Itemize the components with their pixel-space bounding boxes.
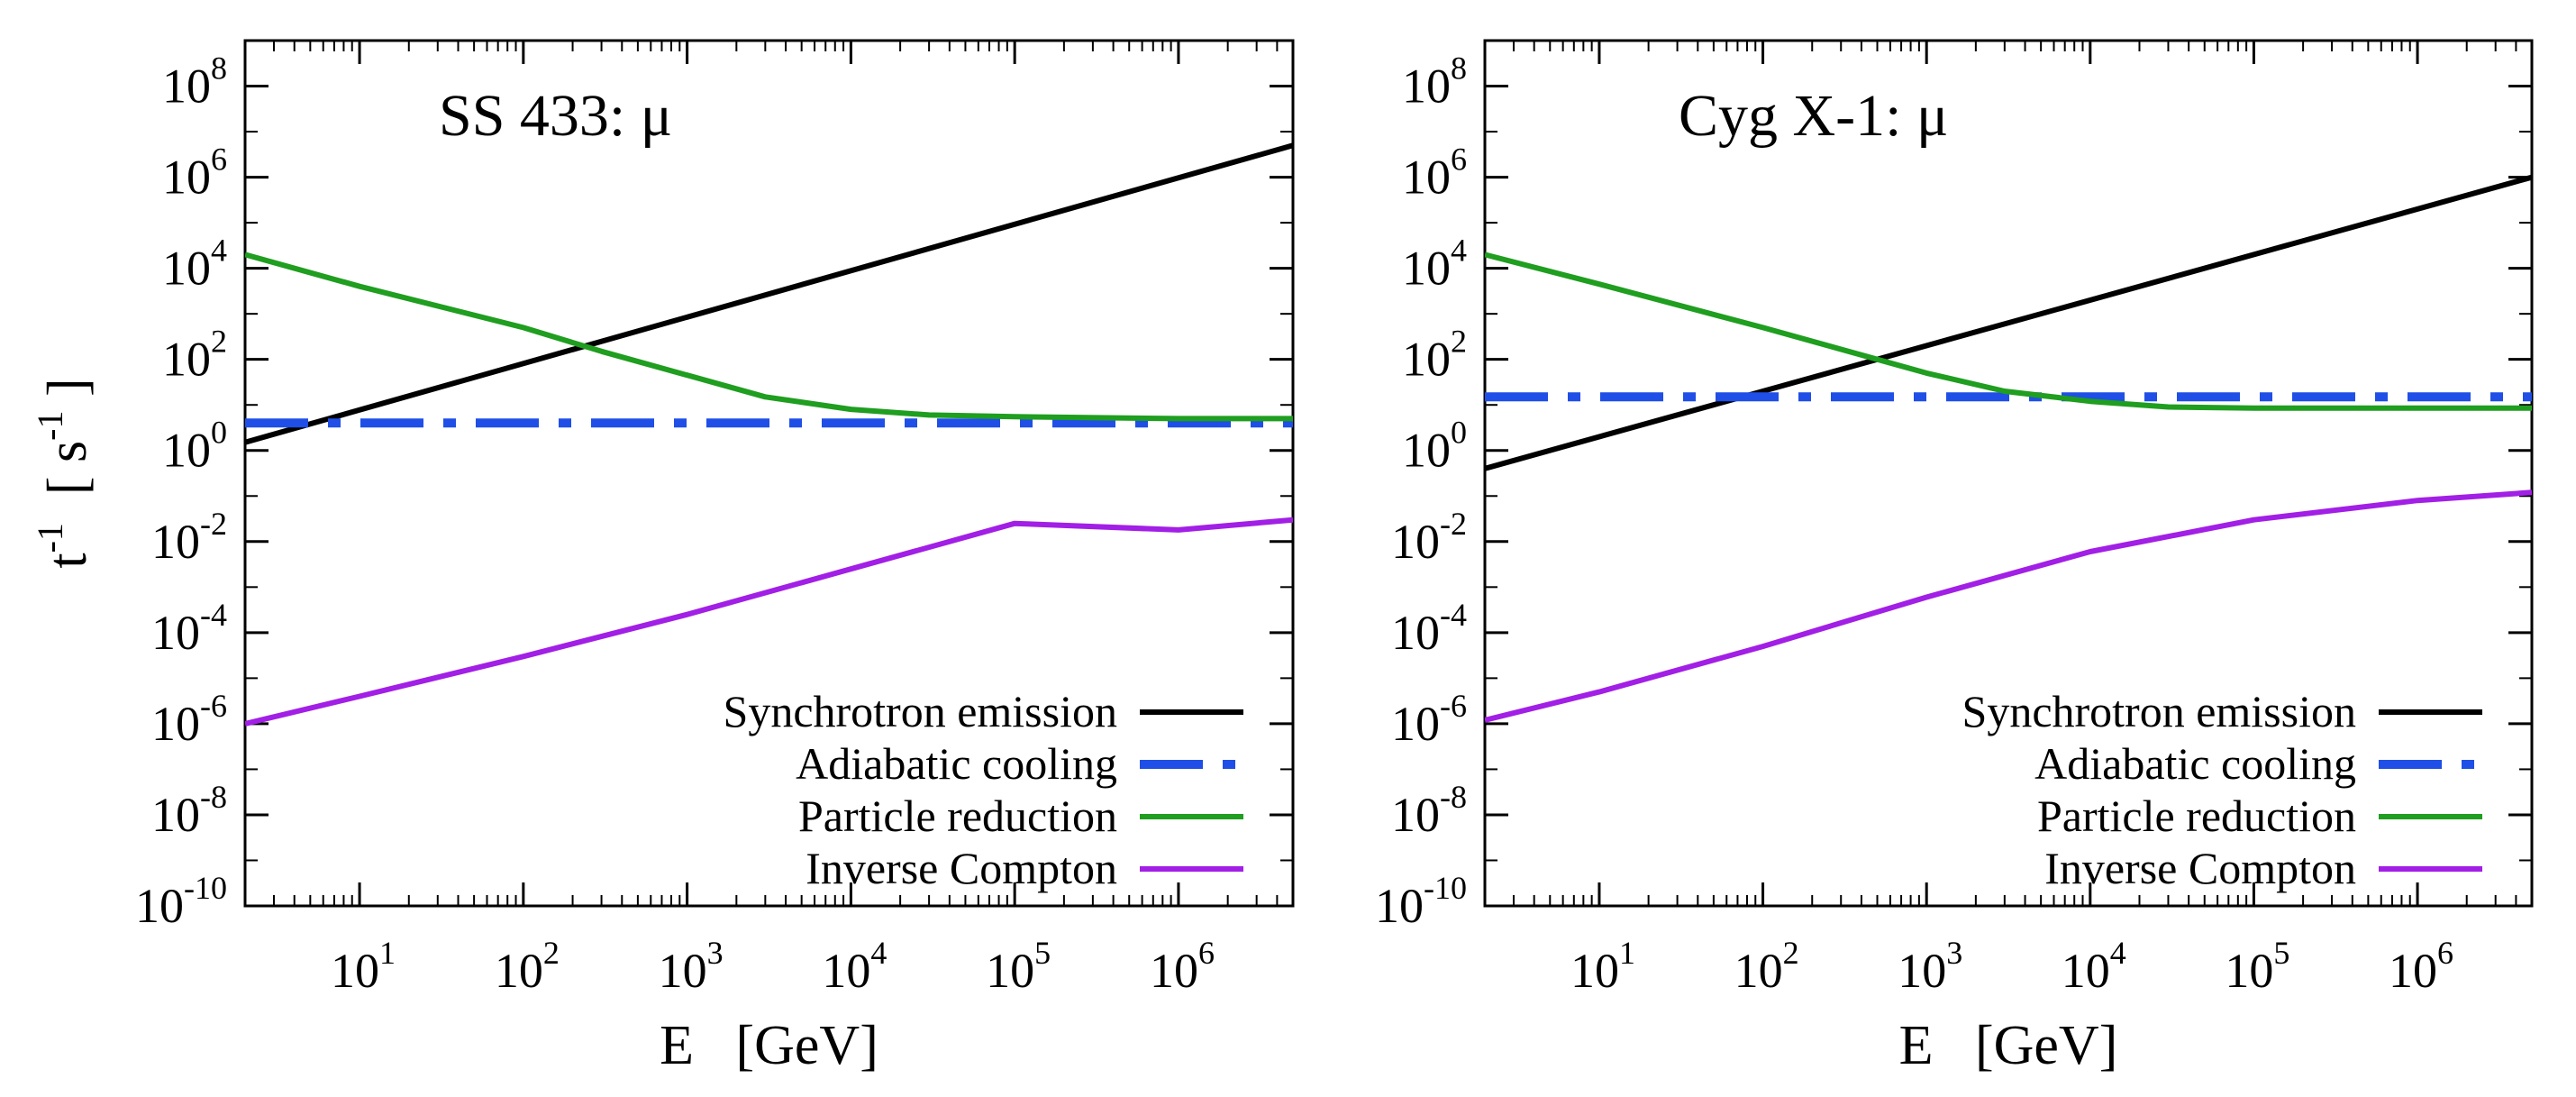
x-tick-label: 102 (495, 935, 560, 998)
chart-panel-2: 10-10 10-8 10-6 10-4 10-2 100 102 104 106 108 101 1… (1375, 39, 2534, 1076)
x-tick-label: 103 (659, 935, 724, 998)
series-line-particle-reduction (1485, 251, 2532, 411)
y-tick-label: 100 (162, 415, 227, 478)
y-tick-label: 10-8 (151, 779, 227, 842)
chart-panel-1: 10-10 10-8 10-6 10-4 10-2 100 102 104 106 108 101 1… (30, 39, 1295, 1076)
series-group (245, 142, 1293, 727)
y-tick-label: 10-8 (1391, 779, 1467, 842)
series-line-synchrotron-emission (1485, 174, 2532, 471)
x-tick-label: 105 (986, 935, 1051, 998)
y-tick-label: 102 (1402, 324, 1467, 387)
plot-frame (243, 39, 1295, 908)
y-tick-label: 10-2 (1391, 506, 1467, 569)
y-tick-label: 10-2 (151, 506, 227, 569)
x-tick-label: 106 (2389, 935, 2453, 998)
y-tick-label: 104 (162, 233, 227, 296)
legend-entry-label: Particle reduction (2037, 791, 2356, 841)
legend-entry-label: Adiabatic cooling (796, 738, 1117, 789)
y-tick-label: 106 (1402, 142, 1467, 205)
x-tick-label: 105 (2225, 935, 2289, 998)
x-axis-title: E [GeV] (660, 1015, 878, 1076)
x-tick-label: 106 (1150, 935, 1215, 998)
y-tick-label: 10-6 (1391, 688, 1467, 751)
x-tick-label: 104 (822, 935, 887, 998)
series-line-inverse-compton (1485, 489, 2532, 723)
y-tick-label: 106 (162, 142, 227, 205)
legend-entry-label: Synchrotron emission (724, 686, 1117, 736)
x-axis-title: E [GeV] (1899, 1015, 2118, 1076)
legend-entry-label: Inverse Compton (806, 843, 1117, 893)
x-tick-label: 104 (2062, 935, 2126, 998)
series-group (1485, 174, 2532, 723)
x-tick-label: 101 (331, 935, 396, 998)
legend-entry-label: Synchrotron emission (1962, 686, 2356, 736)
y-tick-label: 10-10 (135, 870, 227, 933)
legend-entry-label: Inverse Compton (2044, 843, 2356, 893)
legend-entry-label: Particle reduction (798, 791, 1117, 841)
y-tick-label: 102 (162, 324, 227, 387)
series-line-inverse-compton (245, 517, 1293, 727)
y-tick-label: 108 (1402, 50, 1467, 114)
x-tick-label: 102 (1734, 935, 1799, 998)
y-tick-label: 104 (1402, 233, 1467, 296)
y-tick-label: 10-4 (151, 597, 227, 660)
y-tick-label: 10-4 (1391, 597, 1467, 660)
y-tick-label: 108 (162, 50, 227, 114)
y-tick-label: 10-10 (1375, 870, 1467, 933)
y-tick-label: 10-6 (151, 688, 227, 751)
y-axis-title: t-1 [ s-1 ] (30, 378, 98, 568)
series-line-synchrotron-emission (245, 142, 1293, 445)
x-tick-label: 101 (1570, 935, 1635, 998)
legend-entry-label: Adiabatic cooling (2034, 738, 2356, 789)
x-tick-label: 103 (1898, 935, 1962, 998)
series-line-particle-reduction (245, 251, 1293, 422)
y-tick-label: 100 (1402, 415, 1467, 478)
panel-title: SS 433: μ (439, 83, 672, 149)
panel-title: Cyg X-1: μ (1679, 83, 1948, 149)
plot-frame (1483, 39, 2534, 908)
